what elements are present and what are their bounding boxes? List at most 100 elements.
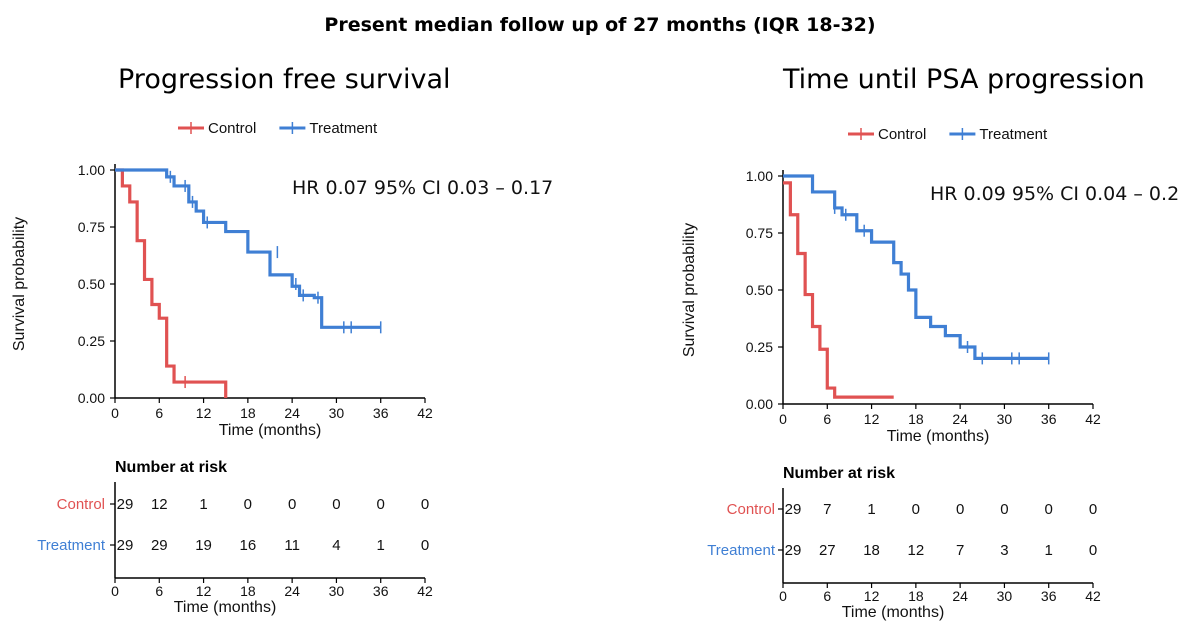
x-tick-label: 42 <box>1085 411 1101 427</box>
risk-count: 4 <box>332 537 340 554</box>
risk-count: 29 <box>117 537 134 554</box>
x-tick-label: 0 <box>111 405 119 421</box>
risk-count: 1 <box>867 501 875 518</box>
risk-count: 0 <box>288 496 296 513</box>
hazard-ratio-annotation: HR 0.09 95% CI 0.04 – 0.2 <box>930 183 1179 205</box>
risk-count: 19 <box>195 537 212 554</box>
risk-x-tick-label: 24 <box>284 583 300 599</box>
risk-count: 29 <box>785 501 802 518</box>
y-tick-label: 0.25 <box>746 339 773 355</box>
y-tick-label: 0.25 <box>78 333 105 349</box>
risk-count: 0 <box>1089 501 1097 518</box>
risk-count: 0 <box>1000 501 1008 518</box>
legend-label: Treatment <box>979 126 1048 143</box>
risk-row-label-treatment: Treatment <box>37 537 106 554</box>
y-tick-label: 1.00 <box>746 168 773 184</box>
km-curve-control <box>115 168 228 398</box>
risk-x-tick-label: 36 <box>373 583 389 599</box>
risk-count: 27 <box>819 542 836 559</box>
x-tick-label: 24 <box>952 411 968 427</box>
risk-x-tick-label: 30 <box>329 583 345 599</box>
risk-x-tick-label: 42 <box>1085 588 1101 604</box>
risk-x-tick-label: 18 <box>908 588 924 604</box>
risk-count: 0 <box>912 501 920 518</box>
risk-count: 16 <box>240 537 257 554</box>
risk-count: 3 <box>1000 542 1008 559</box>
x-tick-label: 6 <box>823 411 831 427</box>
legend-label: Treatment <box>309 120 378 137</box>
x-tick-label: 36 <box>1041 411 1057 427</box>
y-axis-label: Survival probability <box>681 223 698 357</box>
risk-count: 1 <box>377 537 385 554</box>
x-tick-label: 0 <box>779 411 787 427</box>
risk-count: 12 <box>151 496 168 513</box>
risk-x-tick-label: 30 <box>997 588 1013 604</box>
risk-row-label-treatment: Treatment <box>707 542 776 559</box>
risk-count: 0 <box>1045 501 1053 518</box>
risk-count: 1 <box>1045 542 1053 559</box>
risk-x-tick-label: 42 <box>417 583 433 599</box>
risk-count: 0 <box>244 496 252 513</box>
risk-x-tick-label: 36 <box>1041 588 1057 604</box>
x-tick-label: 18 <box>240 405 256 421</box>
risk-x-tick-label: 24 <box>952 588 968 604</box>
risk-count: 0 <box>1089 542 1097 559</box>
y-tick-label: 1.00 <box>78 162 105 178</box>
risk-x-axis-label: Time (months) <box>842 604 945 621</box>
x-tick-label: 36 <box>373 405 389 421</box>
risk-count: 0 <box>421 496 429 513</box>
y-axis-label: Survival probability <box>11 217 28 351</box>
risk-x-tick-label: 0 <box>111 583 119 599</box>
risk-count: 0 <box>421 537 429 554</box>
chart-title-psa: Time until PSA progression <box>783 64 1145 95</box>
risk-count: 0 <box>332 496 340 513</box>
risk-x-tick-label: 6 <box>155 583 163 599</box>
x-axis-label: Time (months) <box>219 422 322 439</box>
x-tick-label: 30 <box>997 411 1013 427</box>
x-tick-label: 6 <box>155 405 163 421</box>
risk-x-tick-label: 6 <box>823 588 831 604</box>
x-tick-label: 18 <box>908 411 924 427</box>
x-axis-label: Time (months) <box>887 428 990 445</box>
risk-count: 0 <box>956 501 964 518</box>
y-tick-label: 0.75 <box>78 219 105 235</box>
hazard-ratio-annotation: HR 0.07 95% CI 0.03 – 0.17 <box>292 177 553 199</box>
y-tick-label: 0.50 <box>746 282 773 298</box>
x-tick-label: 12 <box>196 405 212 421</box>
km-curve-control <box>783 181 894 399</box>
risk-row-label-control: Control <box>57 496 105 513</box>
x-tick-label: 24 <box>284 405 300 421</box>
y-tick-label: 0.50 <box>78 276 105 292</box>
chart-title-pfs: Progression free survival <box>118 64 451 95</box>
risk-x-tick-label: 12 <box>196 583 212 599</box>
risk-count: 29 <box>117 496 134 513</box>
km-curve-treatment <box>115 168 381 329</box>
legend-label: Control <box>878 126 926 143</box>
x-tick-label: 12 <box>864 411 880 427</box>
risk-table-title: Number at risk <box>783 465 895 482</box>
risk-count: 11 <box>284 537 300 554</box>
risk-x-tick-label: 0 <box>779 588 787 604</box>
risk-count: 12 <box>908 542 925 559</box>
risk-row-label-control: Control <box>727 501 775 518</box>
y-tick-label: 0.00 <box>78 390 105 406</box>
page-title: Present median follow up of 27 months (I… <box>324 14 876 36</box>
x-tick-label: 42 <box>417 405 433 421</box>
x-tick-label: 30 <box>329 405 345 421</box>
risk-count: 18 <box>863 542 880 559</box>
risk-count: 29 <box>151 537 168 554</box>
risk-x-tick-label: 18 <box>240 583 256 599</box>
risk-x-axis-label: Time (months) <box>174 599 277 616</box>
risk-count: 7 <box>823 501 831 518</box>
y-tick-label: 0.00 <box>746 396 773 412</box>
risk-table-title: Number at risk <box>115 459 227 476</box>
km-curve-treatment <box>783 174 1049 360</box>
risk-count: 1 <box>199 496 207 513</box>
risk-x-tick-label: 12 <box>864 588 880 604</box>
risk-count: 0 <box>377 496 385 513</box>
risk-count: 29 <box>785 542 802 559</box>
risk-count: 7 <box>956 542 964 559</box>
y-tick-label: 0.75 <box>746 225 773 241</box>
legend-label: Control <box>208 120 256 137</box>
